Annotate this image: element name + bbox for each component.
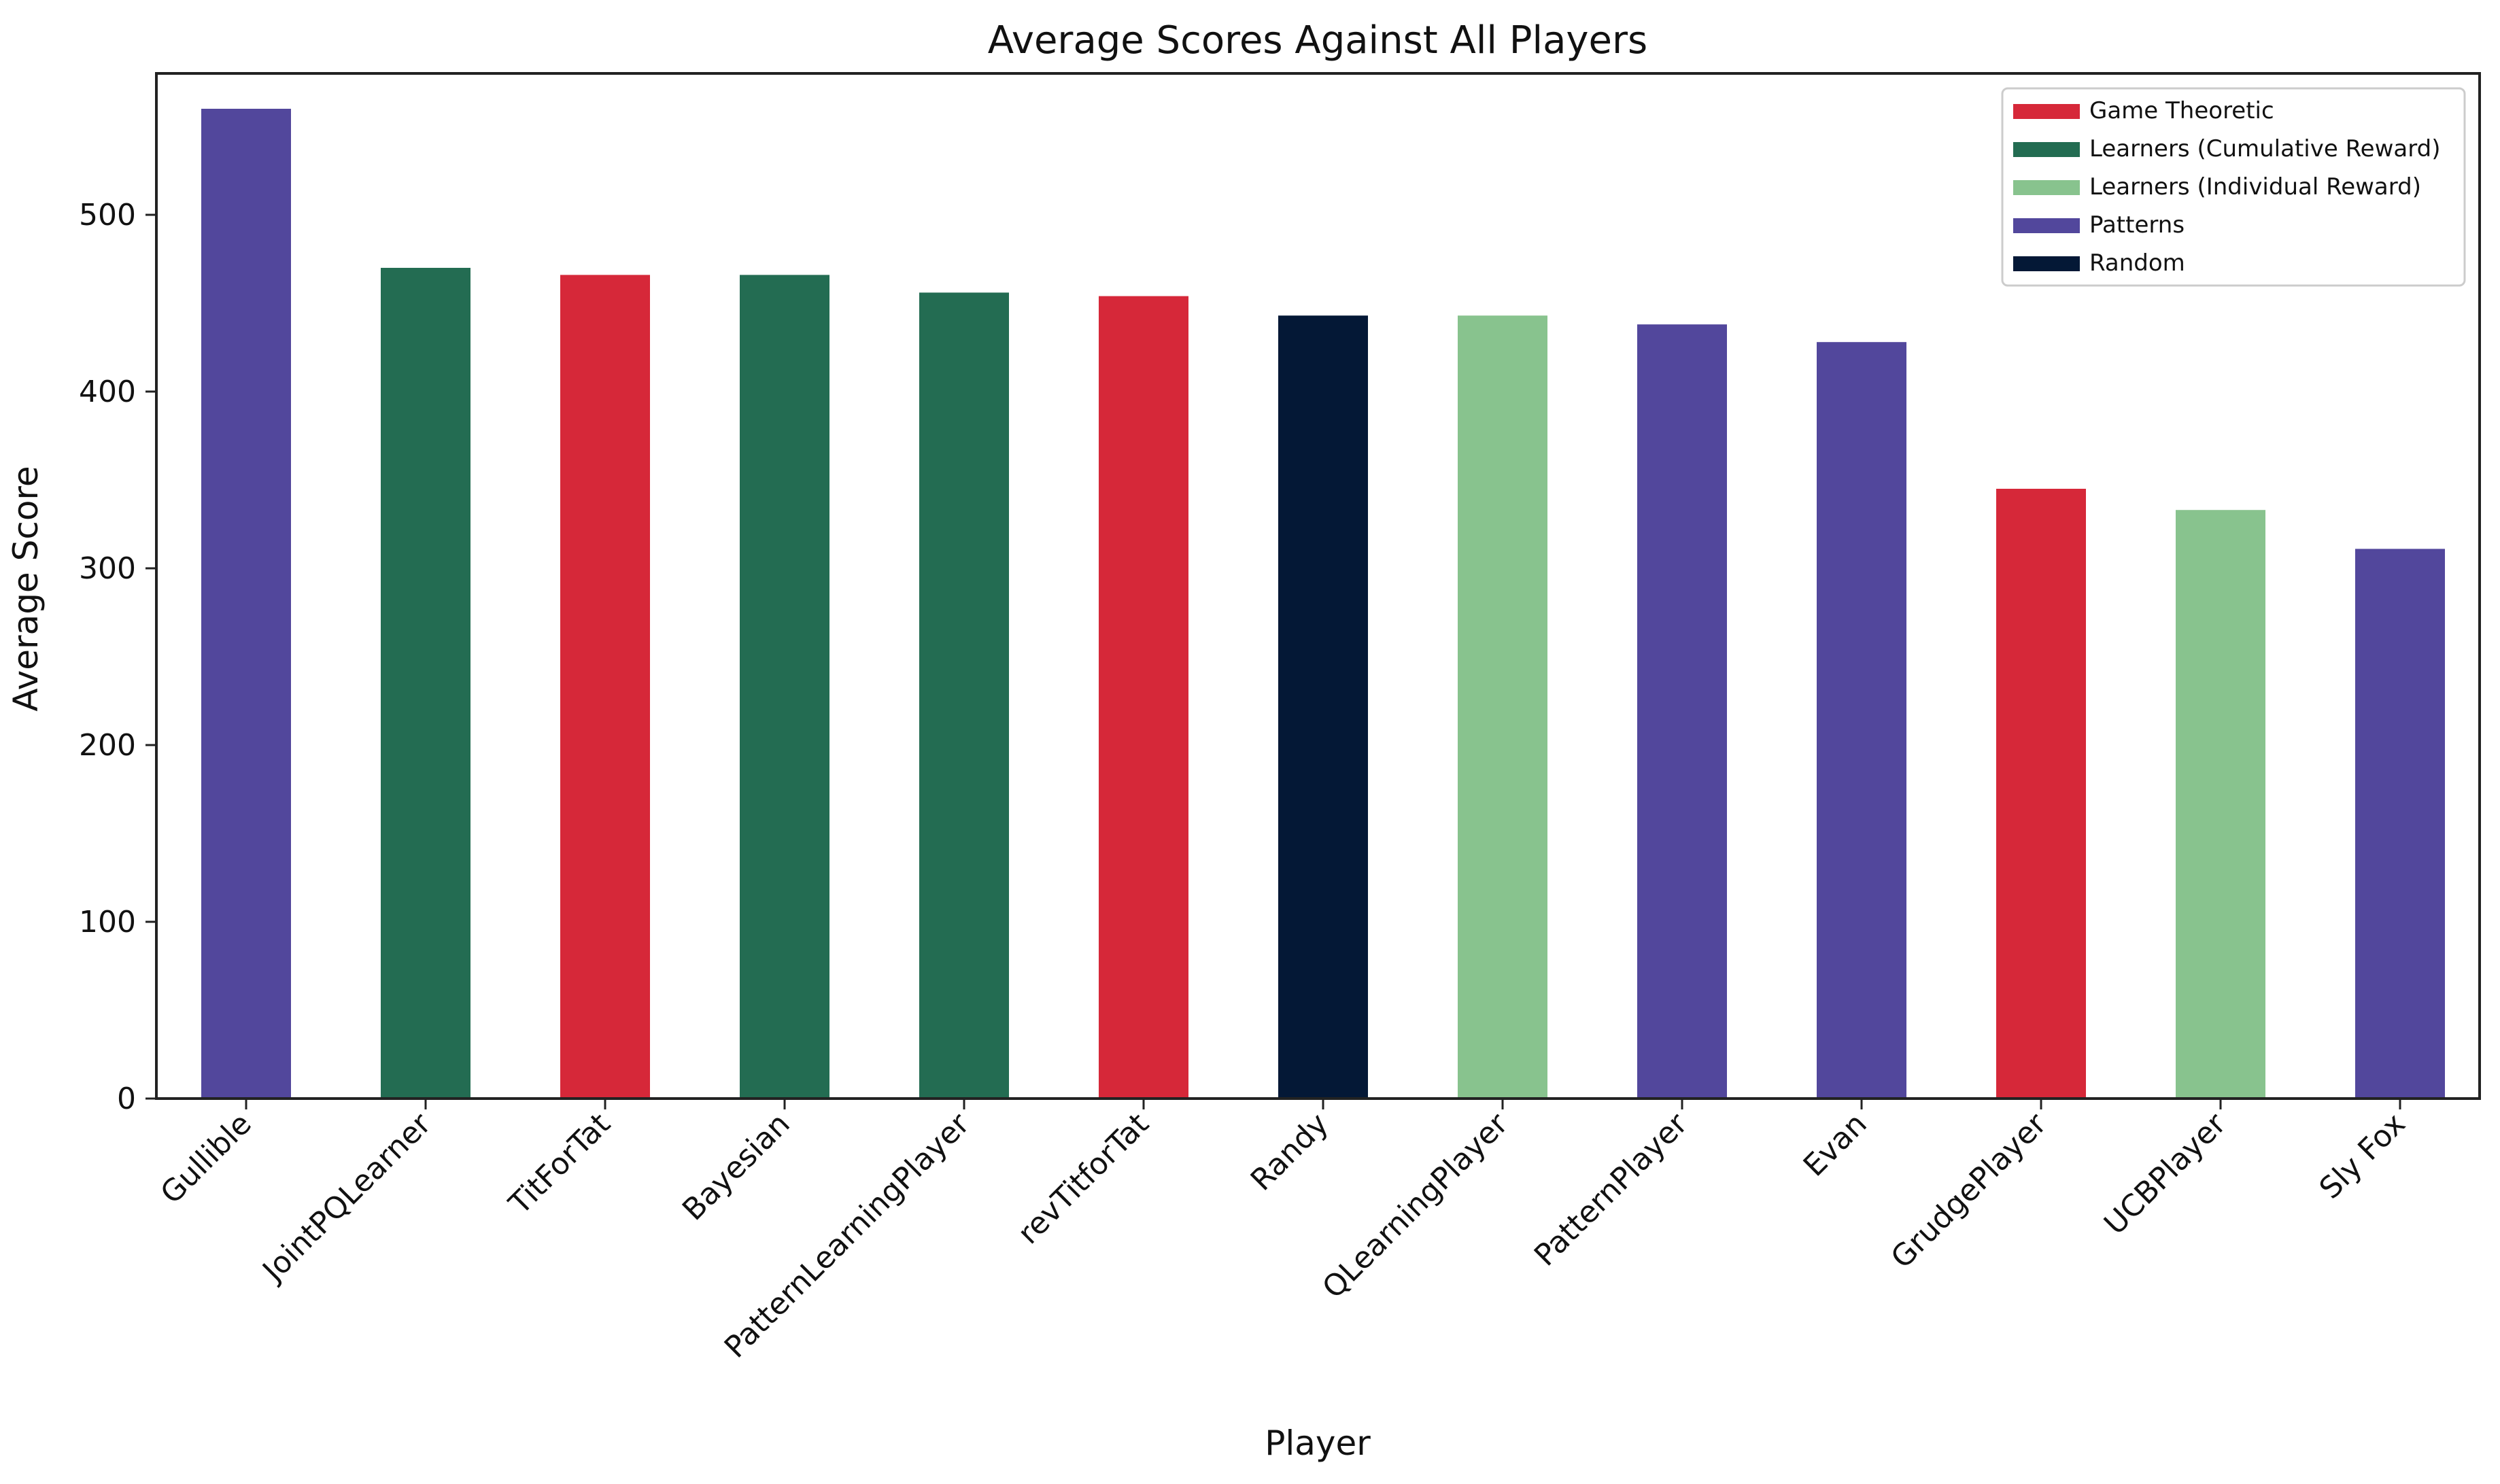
y-tick-label: 400: [79, 375, 136, 409]
legend: Game Theoretic Learners (Cumulative Rewar…: [2001, 87, 2466, 287]
bar: [201, 109, 291, 1099]
legend-label: Learners (Cumulative Reward): [2089, 135, 2440, 162]
x-tick-label: QLearningPlayer: [1316, 1106, 1515, 1305]
legend-label: Random: [2089, 249, 2185, 277]
y-tick-label: 200: [79, 728, 136, 763]
bar: [560, 275, 650, 1099]
x-tick-label: TitForTat: [502, 1107, 617, 1222]
bar: [1637, 324, 1727, 1099]
bar-series: [201, 109, 2445, 1099]
x-tick-label: Evan: [1797, 1107, 1874, 1184]
x-tick-label: UCBPlayer: [2097, 1106, 2233, 1241]
bar: [1458, 315, 1547, 1099]
bar: [2176, 510, 2265, 1099]
plot-frame: [155, 72, 2481, 1100]
chart-title: Average Scores Against All Players: [988, 18, 1647, 63]
legend-label: Learners (Individual Reward): [2089, 173, 2421, 201]
legend-box: [2001, 87, 2466, 287]
x-tick-label: Gullible: [154, 1107, 258, 1211]
bar: [381, 268, 470, 1099]
legend-swatch: [2013, 104, 2080, 119]
y-tick-label: 300: [79, 551, 136, 586]
x-tick-label: revTitforTat: [1011, 1107, 1156, 1252]
bar: [2355, 549, 2445, 1099]
y-tick-label: 100: [79, 905, 136, 939]
x-tick-label: GrudgePlayer: [1885, 1106, 2054, 1275]
legend-swatch: [2013, 142, 2080, 157]
bar: [1996, 489, 2086, 1099]
bar: [1099, 296, 1188, 1099]
legend-swatch: [2013, 218, 2080, 233]
bar: [1278, 315, 1368, 1099]
y-axis-ticks: 0 100 200 300 400 500: [79, 198, 156, 1116]
legend-label: Patterns: [2089, 211, 2185, 239]
y-tick-label: 500: [79, 198, 136, 232]
y-axis-label: Average Score: [6, 466, 46, 711]
x-tick-label: Randy: [1244, 1107, 1335, 1198]
bar: [919, 292, 1009, 1099]
bar: [740, 275, 829, 1099]
bar: [1817, 342, 1906, 1099]
y-tick-label: 0: [117, 1082, 136, 1116]
legend-label: Game Theoretic: [2089, 97, 2274, 124]
x-tick-label: Bayesian: [676, 1107, 797, 1228]
x-tick-label: PatternPlayer: [1528, 1106, 1694, 1273]
x-tick-label: Sly Fox: [2313, 1107, 2412, 1206]
x-axis-label: Player: [1265, 1423, 1371, 1463]
legend-swatch: [2013, 256, 2080, 271]
legend-swatch: [2013, 180, 2080, 195]
x-tick-label: JointPQLearner: [255, 1106, 439, 1290]
